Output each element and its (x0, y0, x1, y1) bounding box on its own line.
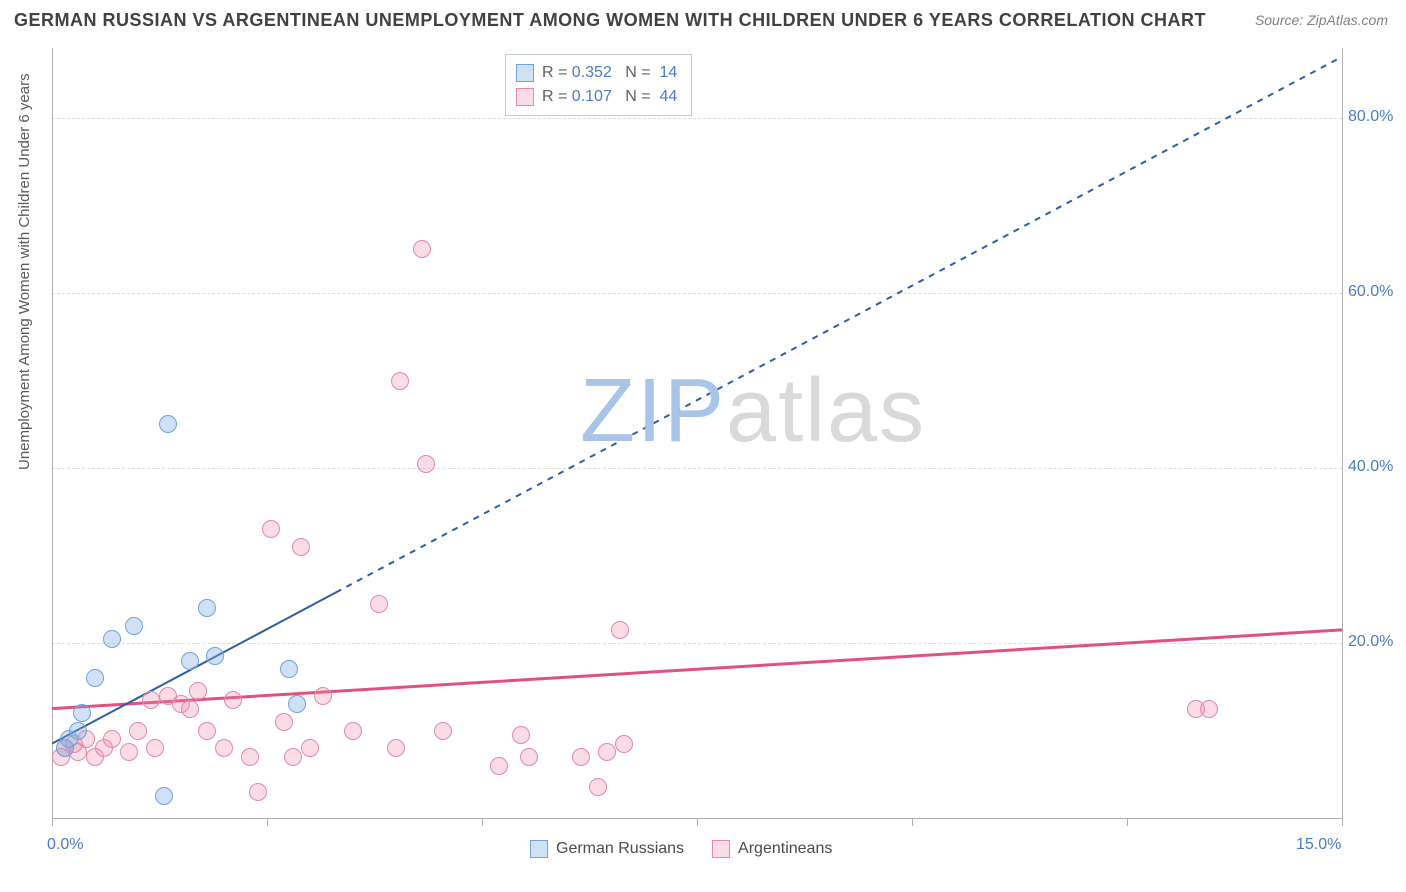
chart-title: GERMAN RUSSIAN VS ARGENTINEAN UNEMPLOYME… (14, 10, 1206, 31)
stats-text: R = 0.107 N = 44 (542, 88, 677, 106)
data-point-argentineans (292, 538, 310, 556)
y-tick-label: 20.0% (1348, 633, 1393, 651)
data-point-argentineans (417, 455, 435, 473)
data-point-german-russians (206, 647, 224, 665)
source-prefix: Source: (1255, 12, 1307, 28)
stats-swatch (516, 88, 534, 106)
data-point-argentineans (391, 372, 409, 390)
trend-line-dashed (336, 57, 1342, 593)
legend-label: German Russians (556, 840, 684, 858)
gridline (52, 118, 1342, 119)
data-point-argentineans (189, 682, 207, 700)
x-max-label: 15.0% (1296, 836, 1341, 854)
data-point-argentineans (512, 726, 530, 744)
data-point-german-russians (73, 704, 91, 722)
data-point-german-russians (103, 630, 121, 648)
data-point-argentineans (129, 722, 147, 740)
legend-item: German Russians (530, 840, 684, 858)
data-point-argentineans (241, 748, 259, 766)
data-point-argentineans (103, 730, 121, 748)
data-point-argentineans (198, 722, 216, 740)
data-point-argentineans (181, 700, 199, 718)
legend-swatch (712, 840, 730, 858)
data-point-argentineans (615, 735, 633, 753)
stats-row-a: R = 0.352 N = 14 (516, 61, 677, 85)
data-point-argentineans (262, 520, 280, 538)
y-axis-line (52, 48, 53, 818)
source-name: ZipAtlas.com (1307, 12, 1388, 28)
x-tick (912, 818, 913, 826)
series-legend: German Russians Argentineans (530, 840, 832, 858)
data-point-german-russians (155, 787, 173, 805)
x-tick (482, 818, 483, 826)
data-point-argentineans (142, 691, 160, 709)
data-point-german-russians (69, 722, 87, 740)
trend-lines (52, 48, 1342, 818)
y-tick-label: 80.0% (1348, 108, 1393, 126)
data-point-argentineans (598, 743, 616, 761)
data-point-german-russians (181, 652, 199, 670)
data-point-argentineans (387, 739, 405, 757)
data-point-argentineans (146, 739, 164, 757)
data-point-argentineans (370, 595, 388, 613)
data-point-argentineans (284, 748, 302, 766)
legend-label: Argentineans (738, 840, 832, 858)
data-point-argentineans (249, 783, 267, 801)
stats-row-b: R = 0.107 N = 44 (516, 85, 677, 109)
data-point-argentineans (224, 691, 242, 709)
correlation-stats-legend: R = 0.352 N = 14 R = 0.107 N = 44 (505, 54, 692, 116)
gridline (52, 293, 1342, 294)
stats-text: R = 0.352 N = 14 (542, 64, 677, 82)
data-point-german-russians (198, 599, 216, 617)
data-point-argentineans (413, 240, 431, 258)
data-point-argentineans (520, 748, 538, 766)
source-citation: Source: ZipAtlas.com (1255, 12, 1388, 28)
data-point-argentineans (215, 739, 233, 757)
data-point-argentineans (120, 743, 138, 761)
stats-swatch (516, 64, 534, 82)
data-point-german-russians (86, 669, 104, 687)
trend-line-solid (52, 630, 1342, 709)
legend-swatch (530, 840, 548, 858)
x-tick (1342, 818, 1343, 826)
data-point-argentineans (301, 739, 319, 757)
x-tick (697, 818, 698, 826)
x-min-label: 0.0% (47, 836, 83, 854)
data-point-argentineans (490, 757, 508, 775)
data-point-argentineans (434, 722, 452, 740)
data-point-german-russians (288, 695, 306, 713)
right-axis-line (1342, 48, 1343, 818)
gridline (52, 643, 1342, 644)
legend-item: Argentineans (712, 840, 832, 858)
data-point-german-russians (125, 617, 143, 635)
chart-plot-area: 20.0%40.0%60.0%80.0% (52, 48, 1342, 818)
x-tick (1127, 818, 1128, 826)
data-point-german-russians (159, 415, 177, 433)
y-tick-label: 40.0% (1348, 458, 1393, 476)
data-point-german-russians (280, 660, 298, 678)
y-tick-label: 60.0% (1348, 283, 1393, 301)
data-point-argentineans (344, 722, 362, 740)
data-point-argentineans (572, 748, 590, 766)
x-tick (52, 818, 53, 826)
y-axis-label: Unemployment Among Women with Children U… (16, 73, 33, 470)
data-point-argentineans (611, 621, 629, 639)
data-point-argentineans (275, 713, 293, 731)
x-tick (267, 818, 268, 826)
data-point-argentineans (314, 687, 332, 705)
data-point-argentineans (1200, 700, 1218, 718)
data-point-argentineans (589, 778, 607, 796)
gridline (52, 468, 1342, 469)
